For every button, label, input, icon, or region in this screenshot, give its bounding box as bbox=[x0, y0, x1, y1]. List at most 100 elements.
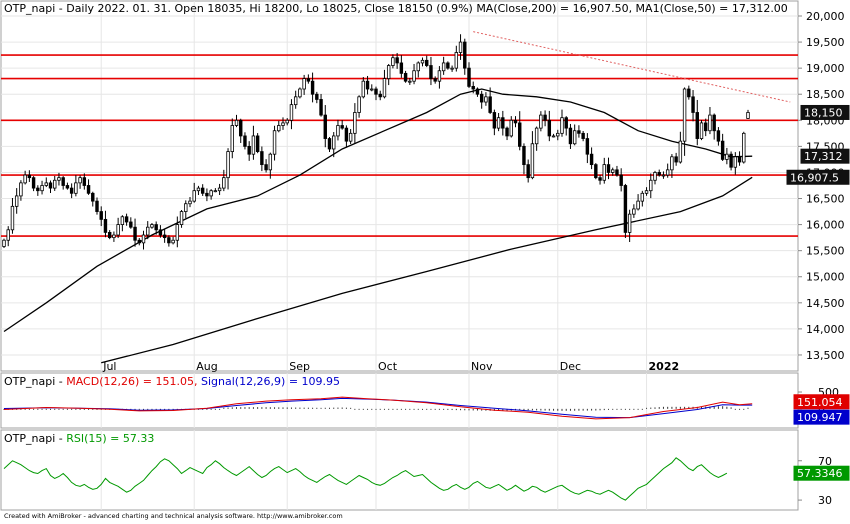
candle-body bbox=[14, 195, 19, 207]
candle-body bbox=[336, 125, 340, 137]
candle-body bbox=[255, 135, 260, 152]
macd-line bbox=[3, 396, 753, 420]
badge-ma50: 17,312 bbox=[804, 150, 843, 163]
candle-body bbox=[298, 88, 302, 98]
badge-close: 18,150 bbox=[804, 106, 843, 119]
candle-body bbox=[91, 192, 95, 202]
price-tick-label: 19,500 bbox=[806, 36, 845, 49]
candle-body bbox=[74, 182, 78, 194]
candle-body bbox=[234, 119, 239, 126]
candle-body bbox=[2, 239, 6, 247]
candle-body bbox=[53, 179, 57, 189]
candle-body bbox=[348, 132, 353, 142]
candle-body bbox=[640, 192, 645, 202]
candle-body bbox=[306, 78, 311, 82]
candle-body bbox=[585, 138, 590, 155]
candle-body bbox=[602, 164, 606, 181]
candle-body bbox=[742, 132, 746, 163]
candle-body bbox=[19, 182, 23, 197]
candle-body bbox=[65, 185, 70, 189]
candle-body bbox=[441, 62, 446, 72]
candle-body bbox=[184, 203, 188, 212]
candle-body bbox=[323, 114, 327, 139]
candle-body bbox=[222, 177, 226, 189]
badge-macd-bg bbox=[793, 394, 850, 410]
candle-body bbox=[526, 164, 530, 179]
candle-body bbox=[416, 62, 420, 72]
candle-body bbox=[213, 190, 218, 193]
candle-body bbox=[420, 59, 425, 64]
candle-body bbox=[133, 226, 137, 241]
rsi-tick-label: 30 bbox=[818, 494, 832, 507]
price-tick-label: 16,000 bbox=[806, 219, 845, 232]
candle-body bbox=[192, 190, 196, 202]
x-axis-label: Dec bbox=[560, 360, 581, 373]
x-axis-label: Aug bbox=[196, 360, 217, 373]
candle-body bbox=[729, 153, 733, 168]
candle-body bbox=[179, 211, 184, 225]
price-tick-label: 14,000 bbox=[806, 323, 845, 336]
candle-body bbox=[720, 140, 725, 160]
price-tick-label: 16,500 bbox=[806, 193, 845, 206]
candle-body bbox=[344, 127, 349, 142]
candle-body bbox=[475, 88, 480, 95]
candle-body bbox=[594, 164, 598, 179]
candle-body bbox=[530, 143, 535, 179]
candle-body bbox=[568, 127, 573, 145]
main-header: OTP_napi - Daily 2022. 01. 31. Open 1803… bbox=[4, 2, 788, 15]
candle-body bbox=[264, 164, 268, 171]
candle-body bbox=[446, 62, 450, 69]
candle-body bbox=[154, 224, 158, 231]
candle-body bbox=[746, 112, 750, 119]
candle-body bbox=[636, 200, 640, 210]
macd-header-signal: Signal(12,26,9) = 109.95 bbox=[201, 375, 340, 388]
candle-body bbox=[437, 70, 442, 82]
footer-credit: Created with AmiBroker - advanced charti… bbox=[4, 512, 343, 520]
candle-body bbox=[492, 112, 497, 129]
candle-body bbox=[327, 138, 332, 150]
candle-body bbox=[450, 67, 454, 70]
candle-body bbox=[509, 119, 513, 137]
candle-body bbox=[230, 125, 234, 152]
candle-body bbox=[251, 135, 256, 155]
candle-body bbox=[23, 174, 27, 184]
candle-body bbox=[332, 135, 336, 150]
candle-body bbox=[716, 130, 721, 142]
price-tick-label: 15,000 bbox=[806, 271, 845, 284]
candle-body bbox=[632, 208, 636, 215]
candle-body bbox=[471, 86, 475, 90]
candle-body bbox=[289, 104, 294, 121]
candle-body bbox=[243, 135, 247, 147]
macd-header: OTP_napi - MACD(12,26) = 151.05, Signal(… bbox=[4, 375, 340, 388]
candle-body bbox=[78, 177, 82, 184]
candle-body bbox=[412, 70, 416, 82]
candle-body bbox=[682, 88, 687, 142]
candle-body bbox=[611, 169, 615, 173]
candle-body bbox=[162, 234, 167, 239]
candle-body bbox=[200, 187, 205, 194]
candle-body bbox=[357, 96, 361, 113]
candle-body bbox=[116, 224, 120, 236]
candle-body bbox=[69, 187, 74, 194]
candle-body bbox=[644, 190, 649, 194]
candle-body bbox=[378, 93, 382, 98]
badge-rsi-bg bbox=[793, 465, 850, 481]
badge-ma50-bg bbox=[800, 148, 850, 164]
candle-body bbox=[86, 185, 91, 194]
candle-body bbox=[340, 125, 344, 129]
candle-body bbox=[188, 200, 192, 205]
badge-signal-bg bbox=[793, 409, 850, 425]
candle-body bbox=[699, 122, 704, 139]
candle-body bbox=[302, 78, 306, 90]
candle-body bbox=[712, 114, 716, 132]
candle-body bbox=[589, 153, 594, 166]
candle-body bbox=[425, 59, 429, 66]
badge-rsi: 57.3346 bbox=[797, 467, 843, 480]
candle-body bbox=[496, 117, 501, 129]
candle-body bbox=[315, 93, 319, 100]
candle-body bbox=[141, 234, 146, 244]
candle-body bbox=[107, 232, 112, 239]
candle-body bbox=[382, 78, 387, 98]
candle-body bbox=[518, 122, 522, 147]
candle-body bbox=[725, 153, 729, 160]
